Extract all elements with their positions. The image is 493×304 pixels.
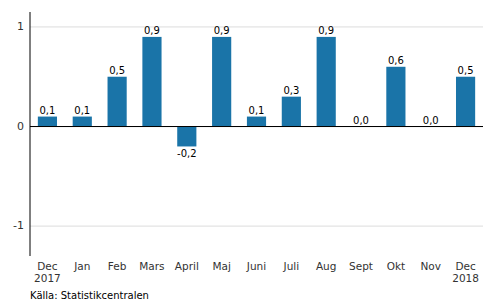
y-axis-line	[30, 12, 31, 256]
bar	[212, 37, 231, 127]
chart: -1 0 1 0,1 0,1 0,5 0,9 -0,2 0,9 0,1 0,3 0,9 0,0 0,6 0,…	[0, 0, 493, 304]
bars	[38, 37, 475, 147]
bar	[386, 67, 405, 127]
x-tick-label: Dec2017	[34, 260, 61, 284]
x-tick-label: Maj	[212, 260, 230, 272]
x-tick-label: Nov	[420, 260, 441, 272]
y-tick-label: -1	[13, 219, 24, 232]
x-tick-label: Juli	[283, 260, 300, 272]
data-label: 0,9	[144, 25, 160, 36]
data-label: 0,9	[214, 25, 230, 36]
data-label: -0,2	[177, 148, 197, 159]
bar	[177, 127, 196, 147]
zero-line	[30, 126, 483, 127]
x-tick-label: Okt	[387, 260, 405, 272]
bar	[38, 117, 57, 127]
data-label: 0,0	[353, 115, 369, 126]
x-tick-label: Mars	[139, 260, 164, 272]
x-tick-label: Feb	[108, 260, 127, 272]
data-label: 0,5	[109, 65, 125, 76]
grid-line	[30, 26, 483, 27]
bar	[108, 77, 127, 127]
data-label: 0,6	[388, 55, 404, 66]
x-tick-label: Sept	[349, 260, 373, 272]
bar	[317, 37, 336, 127]
data-label: 0,3	[283, 85, 299, 96]
bar	[282, 97, 301, 127]
grid-line	[30, 226, 483, 227]
x-tick-label: Aug	[316, 260, 337, 272]
data-label: 0,5	[458, 65, 474, 76]
background	[0, 0, 493, 304]
source-note: Källa: Statistikcentralen	[30, 290, 149, 301]
x-tick-label: Juni	[246, 260, 266, 272]
bar	[247, 117, 266, 127]
bar	[456, 77, 475, 127]
data-label: 0,1	[39, 105, 55, 116]
y-tick-label: 1	[17, 20, 24, 33]
x-tick-label: Dec2018	[452, 260, 479, 284]
y-tick-label: 0	[17, 120, 24, 133]
zero-line	[30, 126, 483, 127]
data-label: 0,1	[74, 105, 90, 116]
data-label: 0,0	[423, 115, 439, 126]
chart-container: -1 0 1 0,1 0,1 0,5 0,9 -0,2 0,9 0,1 0,3 0,9 0,0 0,6 0,…	[0, 0, 493, 304]
grid	[30, 27, 483, 226]
bar	[142, 37, 161, 127]
data-label: 0,9	[318, 25, 334, 36]
x-tick-label: Jan	[73, 260, 90, 272]
data-label: 0,1	[249, 105, 265, 116]
bar	[73, 117, 92, 127]
x-tick-label: April	[175, 260, 199, 272]
